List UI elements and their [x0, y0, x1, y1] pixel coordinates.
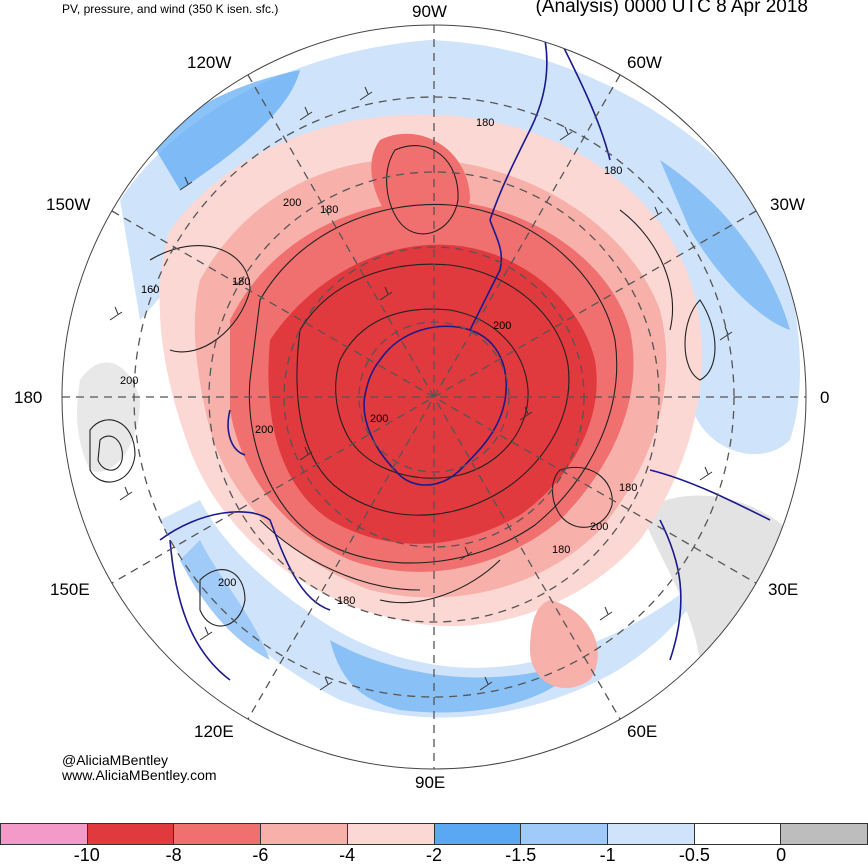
colorbar-tick-label: -10: [73, 845, 100, 865]
colorbar: [0, 823, 868, 845]
credit-handle: @AliciaMBentley: [62, 752, 169, 768]
colorbar-tick-label: -4: [339, 845, 356, 865]
colorbar-tick-label: -1: [599, 845, 616, 865]
contour-label: 200: [255, 424, 273, 436]
colorbar-cell: [0, 823, 88, 845]
contour-label: 180: [476, 117, 494, 129]
colorbar-cell: [606, 823, 695, 845]
lon-label-60e: 60E: [627, 722, 658, 741]
contour-label: 180: [232, 276, 250, 288]
map-boundary: [61, 24, 807, 770]
colorbar-cell: [520, 823, 608, 845]
lon-label-120w: 120W: [187, 53, 232, 72]
lon-label-150e: 150E: [50, 580, 90, 599]
colorbar-tick-label: -6: [252, 845, 269, 865]
contour-labels: 180 180 200 180 180 160 200 200 200 200 …: [120, 117, 637, 607]
lon-label-180: 180: [14, 388, 43, 407]
colorbar-cell: [780, 823, 868, 845]
contour-label: 200: [283, 197, 301, 209]
contour-label: 200: [218, 577, 236, 589]
colorbar-tick-label: 0: [776, 845, 787, 865]
contour-label: 200: [370, 413, 388, 425]
colorbar-cell: [173, 823, 262, 845]
colorbar-cell: [433, 823, 522, 845]
contour-label: 160: [141, 284, 159, 296]
lon-label-90w: 90W: [412, 2, 447, 21]
lon-label-30e: 30E: [768, 580, 799, 599]
credit-website: www.AliciaMBentley.com: [62, 767, 217, 783]
contour-label: 200: [590, 521, 608, 533]
contour-label: 180: [619, 482, 637, 494]
colorbar-tick-label: -2: [425, 845, 443, 865]
colorbar-tick-label: -0.5: [678, 845, 710, 865]
contour-label: 180: [604, 165, 622, 177]
lon-label-60w: 60W: [627, 53, 662, 72]
lon-label-150w: 150W: [46, 195, 91, 214]
analysis-timestamp: (Analysis) 0000 UTC 8 Apr 2018: [535, 0, 808, 17]
lon-label-0: 0: [820, 388, 830, 407]
contour-label: 180: [320, 204, 338, 216]
contour-label: 200: [493, 320, 511, 332]
contour-label: 200: [120, 375, 138, 387]
colorbar-tick-label: -8: [165, 845, 182, 865]
colorbar-cell: [260, 823, 348, 845]
map-fill: [62, 25, 806, 769]
contour-label: 180: [552, 544, 570, 556]
colorbar-cell: [346, 823, 435, 845]
map-title: PV, pressure, and wind (350 K isen. sfc.…: [62, 2, 279, 16]
lon-label-120e: 120E: [194, 722, 234, 741]
lon-label-90e: 90E: [415, 773, 446, 792]
colorbar-tick-label: -1.5: [505, 845, 537, 865]
colorbar-cell: [86, 823, 175, 845]
lon-label-30w: 30W: [770, 195, 805, 214]
colorbar-cell: [693, 823, 782, 845]
contour-label: 180: [337, 595, 355, 607]
